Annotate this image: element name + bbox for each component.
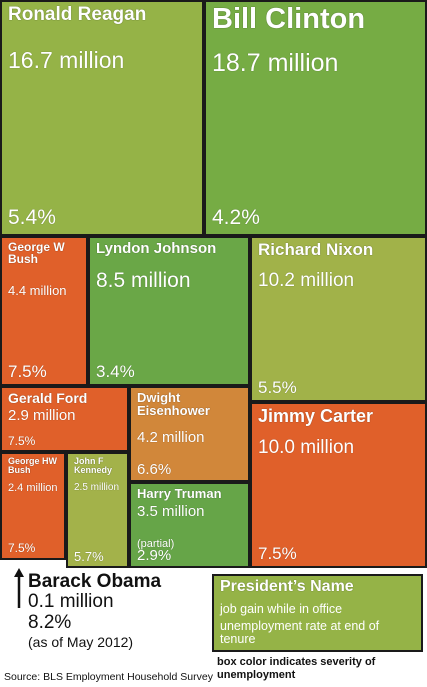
unemployment-rate: 7.5% [8, 434, 36, 448]
legend-name: President’s Name [220, 578, 354, 595]
legend-color-note: box color indicates severity of unemploy… [217, 656, 376, 682]
treemap-box-john-f-kennedy: John F Kennedy 2.5 million 5.7% [66, 452, 129, 568]
treemap-box-gerald-ford: Gerald Ford 2.9 million 7.5% [0, 386, 129, 452]
unemployment-rate: 3.4% [96, 362, 135, 381]
president-name: Bill Clinton [212, 3, 366, 35]
legend-rate: unemployment rate at end of tenure [220, 619, 380, 646]
president-name: Dwight Eisenhower [137, 390, 210, 419]
president-name: John F Kennedy [74, 456, 113, 476]
job-gain-note: (partial) [137, 538, 175, 550]
unemployment-rate: 2.9% [137, 547, 172, 564]
job-gain: 4.2 million [137, 429, 205, 446]
job-gain: 18.7 million [212, 49, 339, 77]
source-note: Source: BLS Employment Household Survey [4, 671, 213, 683]
treemap-box-ronald-reagan: Ronald Reagan 16.7 million 5.4% [0, 0, 204, 236]
job-gain: 4.4 million [8, 283, 67, 298]
obama-gain: 0.1 million [28, 590, 114, 612]
unemployment-rate: 4.2% [212, 206, 260, 229]
treemap-box-richard-nixon: Richard Nixon 10.2 million 5.5% [250, 236, 427, 402]
treemap-box-george-hw-bush: George HW Bush 2.4 million 7.5% [0, 452, 66, 560]
job-gain: 3.5 million [137, 503, 205, 520]
unemployment-rate: 7.5% [258, 544, 297, 563]
president-name: Jimmy Carter [258, 406, 374, 426]
unemployment-rate: 7.5% [8, 541, 36, 555]
treemap-box-jimmy-carter: Jimmy Carter 10.0 million 7.5% [250, 402, 427, 568]
president-name: Ronald Reagan [8, 4, 147, 25]
unemployment-rate: 5.5% [258, 378, 297, 397]
obama-name: Barack Obama [28, 571, 162, 592]
unemployment-rate: 7.5% [8, 362, 47, 381]
treemap-box-bill-clinton: Bill Clinton 18.7 million 4.2% [204, 0, 427, 236]
legend-box: President’s Name job gain while in offic… [212, 574, 423, 652]
job-gain: 2.4 million [8, 482, 58, 494]
president-name: Harry Truman [137, 486, 222, 501]
treemap: Ronald Reagan 16.7 million 5.4% Bill Clinto… [0, 0, 427, 568]
treemap-box-lyndon-johnson: Lyndon Johnson 8.5 million 3.4% [88, 236, 250, 386]
job-gain: 10.2 million [258, 270, 355, 291]
treemap-box-george-w-bush: George W Bush 4.4 million 7.5% [0, 236, 88, 386]
job-gain: 10.0 million [258, 437, 355, 458]
president-name: George HW Bush [8, 456, 58, 476]
job-gain: 16.7 million [8, 47, 125, 73]
obama-rate: 8.2% [28, 611, 72, 633]
president-name: Lyndon Johnson [96, 240, 217, 257]
unemployment-rate: 5.7% [74, 549, 104, 564]
obama-note: (as of May 2012) [28, 633, 134, 650]
president-name: George W Bush [8, 240, 65, 267]
treemap-box-harry-truman: Harry Truman 3.5 million (partial) 2.9% [129, 482, 250, 568]
arrow-up-icon [14, 568, 24, 608]
obama-annotation: Barack Obama 0.1 million 8.2% (as of May… [28, 572, 161, 651]
treemap-box-dwight-eisenhower: Dwight Eisenhower 4.2 million 6.6% [129, 386, 250, 482]
job-gain: 2.5 million [74, 482, 120, 493]
president-name: Gerald Ford [8, 390, 88, 406]
unemployment-rate: 5.4% [8, 206, 56, 229]
unemployment-rate: 6.6% [137, 461, 172, 478]
president-name: Richard Nixon [258, 240, 374, 259]
legend-gain: job gain while in office [220, 602, 343, 616]
job-gain: 2.9 million [8, 407, 76, 424]
job-gain: 8.5 million [96, 269, 191, 292]
